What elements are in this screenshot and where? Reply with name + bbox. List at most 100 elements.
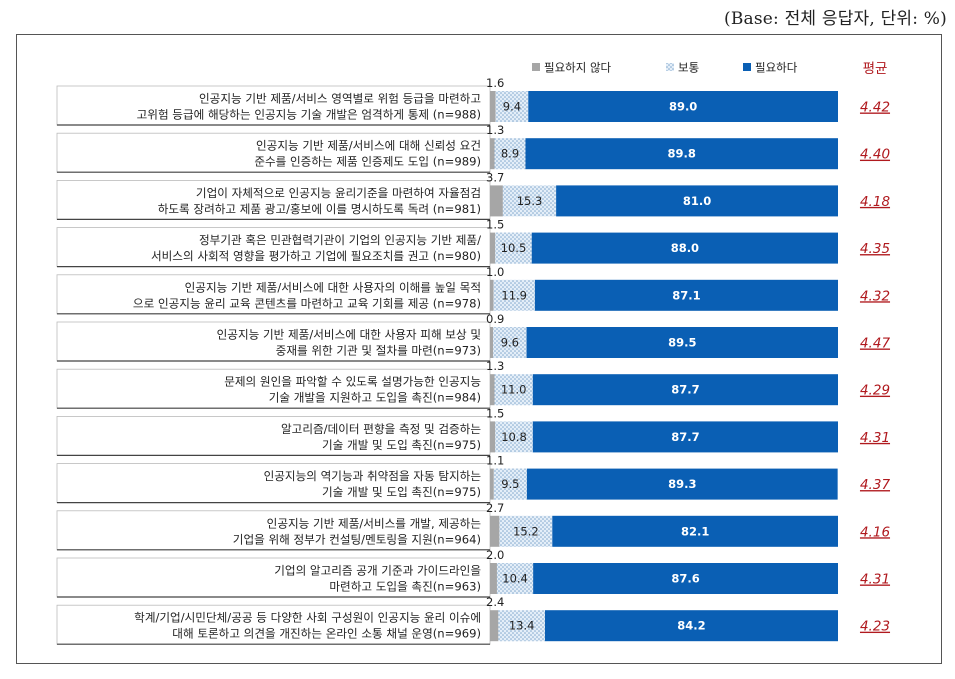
average-title: 평균 <box>863 61 888 77</box>
value-label-neutral: 15.2 <box>513 524 539 538</box>
bar-not-needed <box>490 279 494 311</box>
category-label-line-1: 학계/기업/시민단체/공공 등 다양한 사회 구성원이 인공지능 윤리 이슈에 <box>134 611 481 625</box>
value-label-neutral: 15.3 <box>517 194 543 208</box>
value-label-not-needed: 2.7 <box>486 501 504 515</box>
category-label-line-1: 인공지능 기반 제품/서비스를 개발, 제공하는 <box>267 516 482 530</box>
bar-not-needed <box>490 374 495 406</box>
value-label-not-needed: 2.0 <box>486 548 504 562</box>
bar-neutral <box>495 421 533 453</box>
bar-needed <box>556 185 838 217</box>
value-label-needed: 87.7 <box>671 383 699 397</box>
category-label-line-2: 준수를 인증하는 제품 인증제도 도입 (n=989) <box>254 155 481 169</box>
value-label-needed: 89.0 <box>669 100 697 114</box>
value-label-neutral: 11.0 <box>501 383 527 397</box>
category-label-line-1: 기업의 알고리즘 공개 기준과 가이드라인을 <box>274 564 481 578</box>
value-label-not-needed: 1.0 <box>486 265 504 279</box>
value-label-needed: 89.8 <box>668 147 696 161</box>
average-value: 4.18 <box>860 194 890 210</box>
category-label-line-1: 인공지능 기반 제품/서비스에 대해 신뢰성 요건 <box>256 139 481 153</box>
category-label-box <box>56 321 491 362</box>
category-label-box <box>56 85 491 126</box>
value-label-neutral: 9.6 <box>501 336 519 350</box>
base-note: (Base: 전체 응답자, 단위: %) <box>724 9 947 29</box>
average-value: 4.23 <box>860 619 890 635</box>
category-label-line-2: 기업을 위해 정부가 컨설팅/멘토링을 지원(n=964) <box>233 532 481 546</box>
bar-neutral <box>493 327 527 358</box>
value-label-needed: 88.0 <box>671 241 699 255</box>
bar-needed <box>525 138 838 170</box>
bar-needed <box>526 327 838 358</box>
value-label-neutral: 10.5 <box>501 241 527 255</box>
bar-needed <box>531 232 838 264</box>
bar-neutral <box>498 610 545 642</box>
category-label-line-1: 문제의 원인을 파악할 수 있도록 설명가능한 인공지능 <box>224 375 481 389</box>
legend-neutral-swatch <box>666 63 674 71</box>
value-label-not-needed: 1.1 <box>486 454 504 468</box>
average-value: 4.31 <box>860 572 890 588</box>
category-label-box <box>56 463 491 504</box>
legend-not-needed-label: 필요하지 않다 <box>544 61 612 75</box>
category-label-box <box>56 557 491 598</box>
value-label-not-needed: 3.7 <box>486 170 504 184</box>
legend-neutral-label: 보통 <box>678 61 699 75</box>
category-label-line-2: 하도록 장려하고 제품 광고/홍보에 이를 명시하도록 독려 (n=981) <box>158 202 481 216</box>
value-label-needed: 87.7 <box>671 430 699 444</box>
category-label-box <box>56 604 491 645</box>
average-value: 4.32 <box>860 288 890 304</box>
bar-neutral <box>495 232 532 264</box>
bar-not-needed <box>490 421 496 453</box>
category-label-line-1: 기업이 자체적으로 인공지능 윤리기준을 마련하여 자율점검 <box>196 186 481 200</box>
category-label-line-1: 인공지능의 역기능과 취약점을 자동 탐지하는 <box>264 469 482 483</box>
bar-neutral <box>495 91 529 122</box>
bar-neutral <box>493 279 535 311</box>
bar-needed <box>534 279 838 311</box>
value-label-needed: 87.6 <box>671 572 699 586</box>
value-label-neutral: 9.5 <box>501 477 519 491</box>
bar-not-needed <box>490 91 496 122</box>
value-label-neutral: 8.9 <box>501 147 519 161</box>
chart-frame <box>16 34 942 664</box>
bar-not-needed <box>490 610 499 642</box>
value-label-needed: 89.5 <box>668 336 696 350</box>
chart-row: 정부기관 혹은 민관협력기관이 기업의 인공지능 기반 제품/서비스의 사회적 … <box>56 218 890 268</box>
average-value: 4.31 <box>860 430 890 446</box>
value-label-neutral: 9.4 <box>503 100 521 114</box>
category-label-line-2: 중재를 위한 기관 및 절차를 마련(n=973) <box>276 344 481 358</box>
value-label-needed: 82.1 <box>681 524 709 538</box>
category-label-box <box>56 415 491 456</box>
category-label-line-2: 기술 개발을 지원하고 도입을 촉진(n=984) <box>269 391 481 405</box>
category-label-box <box>56 510 491 551</box>
average-value: 4.42 <box>860 100 890 116</box>
value-label-needed: 81.0 <box>683 194 711 208</box>
legend: 필요하지 않다 보통 필요하다 평균 <box>532 61 888 77</box>
value-label-not-needed: 2.4 <box>486 595 504 609</box>
bar-needed <box>532 421 838 453</box>
chart-row: 학계/기업/시민단체/공공 등 다양한 사회 구성원이 인공지능 윤리 이슈에대… <box>56 595 890 645</box>
value-label-not-needed: 0.9 <box>486 312 504 326</box>
bar-needed <box>544 610 838 642</box>
category-label-line-1: 인공지능 기반 제품/서비스 영역별로 위험 등급을 마련하고 <box>199 92 481 106</box>
bar-neutral <box>496 563 534 594</box>
value-label-needed: 89.3 <box>668 477 696 491</box>
bar-needed <box>532 374 838 406</box>
category-label-line-1: 정부기관 혹은 민관협력기관이 기업의 인공지능 기반 제품/ <box>199 233 481 247</box>
bar-not-needed <box>490 515 500 547</box>
average-value: 4.29 <box>860 383 890 399</box>
value-label-not-needed: 1.5 <box>486 406 504 420</box>
category-label-line-2: 대해 토론하고 의견을 개진하는 온라인 소통 채널 운영(n=969) <box>172 627 481 641</box>
average-value: 4.16 <box>860 524 890 540</box>
value-label-not-needed: 1.5 <box>486 218 504 232</box>
bar-neutral <box>494 138 526 170</box>
bar-not-needed <box>490 468 494 500</box>
bar-needed <box>526 468 838 500</box>
category-label-line-2: 기술 개발 및 도입 촉진(n=975) <box>322 485 481 499</box>
